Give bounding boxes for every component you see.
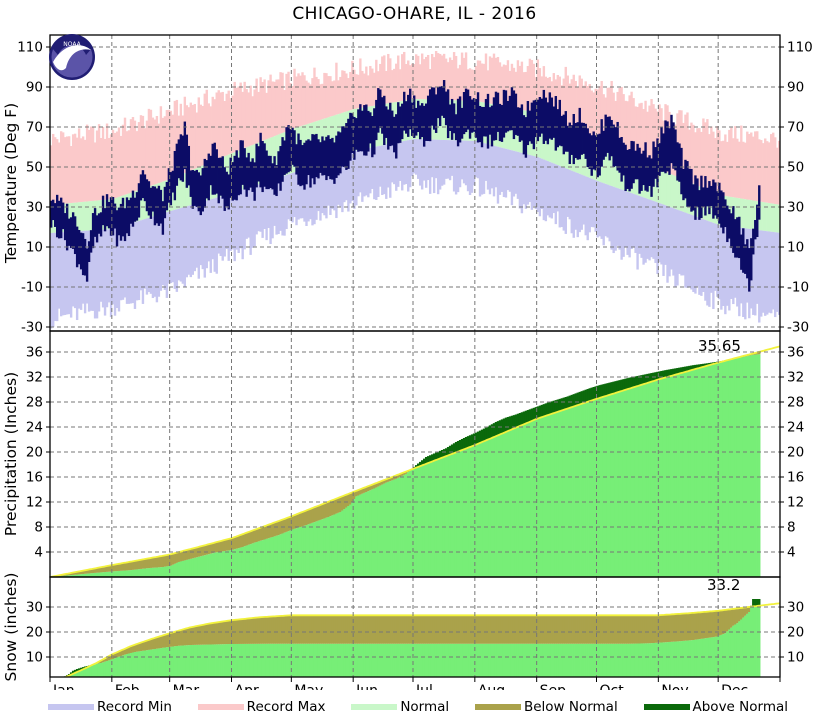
precipitation-ytick-right: 8 bbox=[787, 520, 796, 536]
temperature-ytick-right: 10 bbox=[787, 240, 804, 256]
precipitation-ytick-right: 12 bbox=[787, 495, 804, 511]
month-label-mar: Mar bbox=[173, 683, 200, 690]
precipitation-ytick-right: 20 bbox=[787, 445, 804, 461]
precipitation-panel bbox=[50, 345, 780, 577]
precipitation-ytick-left: 12 bbox=[26, 495, 43, 511]
temperature-ytick-left: 90 bbox=[26, 80, 43, 96]
temperature-ytick-right: 30 bbox=[787, 200, 804, 216]
temperature-ytick-left: -10 bbox=[21, 280, 43, 296]
precipitation-ytick-right: 28 bbox=[787, 395, 804, 411]
legend-item-record_max: Record Max bbox=[197, 699, 326, 715]
temperature-ytick-left: -30 bbox=[21, 320, 43, 336]
precipitation-ytick-left: 4 bbox=[34, 545, 43, 561]
month-label-jun: Jun bbox=[355, 683, 378, 690]
precipitation-ytick-right: 24 bbox=[787, 420, 804, 436]
legend-swatch-below_normal bbox=[474, 704, 521, 710]
snow-axis-title: Snow (inches) bbox=[2, 573, 20, 682]
climate-chart: 110 110 90 90 70 70 50 50 30 30 10 10 -10 -10 -30 -30 Te… bbox=[2, 34, 813, 690]
temperature-ytick-right: 110 bbox=[787, 40, 813, 56]
month-label-aug: Aug bbox=[478, 683, 505, 690]
snow-ytick-right: 30 bbox=[787, 600, 804, 616]
page-title: CHICAGO-OHARE, IL - 2016 bbox=[292, 4, 537, 24]
snow-ytick-left: 20 bbox=[26, 625, 43, 641]
legend-swatch-record_max bbox=[197, 704, 244, 710]
precipitation-ytick-right: 4 bbox=[787, 545, 796, 561]
snow-ytick-right: 10 bbox=[787, 650, 804, 666]
temperature-ytick-left: 10 bbox=[26, 240, 43, 256]
month-label-may: May bbox=[294, 683, 323, 690]
legend-item-record_min: Record Min bbox=[48, 699, 172, 715]
precipitation-normal-line bbox=[50, 345, 780, 577]
precipitation-ytick-right: 36 bbox=[787, 345, 804, 361]
chart-legend: Record Min Record Max Normal Below Normal Ab… bbox=[48, 699, 788, 715]
legend-label: Record Max bbox=[246, 699, 326, 715]
temperature-ytick-right: 50 bbox=[787, 160, 804, 176]
legend-item-normal_band: Normal bbox=[351, 699, 449, 715]
precipitation-ytick-left: 16 bbox=[26, 470, 43, 486]
legend-label: Normal bbox=[400, 699, 450, 715]
legend-item-below_normal: Below Normal bbox=[474, 699, 618, 715]
temperature-ytick-left: 70 bbox=[26, 120, 43, 136]
snow-ytick-left: 30 bbox=[26, 600, 43, 616]
temperature-axis-title: Temperature (Deg F) bbox=[2, 103, 20, 264]
precipitation-ytick-right: 32 bbox=[787, 370, 804, 386]
month-label-dec: Dec bbox=[721, 683, 748, 690]
month-label-oct: Oct bbox=[600, 683, 625, 690]
legend-label: Record Min bbox=[97, 699, 172, 715]
snow-total-annotation: 33.2 bbox=[707, 576, 740, 594]
temperature-ytick-right: 90 bbox=[787, 80, 804, 96]
precipitation-total-annotation: 35.65 bbox=[698, 337, 741, 355]
legend-swatch-record_min bbox=[48, 704, 94, 710]
legend-swatch-normal_band bbox=[351, 704, 398, 710]
snow-panel bbox=[62, 599, 780, 677]
month-label-nov: Nov bbox=[661, 683, 688, 690]
temperature-ytick-left: 110 bbox=[17, 40, 43, 56]
noaa-logo: NOAA bbox=[49, 34, 95, 80]
legend-label: Below Normal bbox=[523, 699, 618, 715]
snow-ytick-right: 20 bbox=[787, 625, 804, 641]
precipitation-axis-title: Precipitation (Inches) bbox=[2, 372, 20, 536]
precipitation-ytick-left: 28 bbox=[26, 395, 43, 411]
legend-swatch-above_normal bbox=[643, 704, 690, 710]
precipitation-ytick-left: 8 bbox=[34, 520, 43, 536]
precipitation-ytick-left: 24 bbox=[26, 420, 43, 436]
precipitation-ytick-left: 36 bbox=[26, 345, 43, 361]
month-label-jan: Jan bbox=[52, 683, 75, 690]
precipitation-ytick-left: 32 bbox=[26, 370, 43, 386]
month-label-sep: Sep bbox=[540, 683, 567, 690]
temperature-ytick-right: -30 bbox=[787, 320, 809, 336]
month-label-feb: Feb bbox=[115, 683, 140, 690]
precipitation-ytick-right: 16 bbox=[787, 470, 804, 486]
legend-label: Above Normal bbox=[692, 699, 789, 715]
temperature-ytick-right: -10 bbox=[787, 280, 809, 296]
precipitation-ytick-left: 20 bbox=[26, 445, 43, 461]
temperature-ytick-left: 30 bbox=[26, 200, 43, 216]
month-label-jul: Jul bbox=[415, 683, 433, 690]
month-label-apr: Apr bbox=[235, 683, 259, 690]
legend-item-above_normal: Above Normal bbox=[643, 699, 789, 715]
noaa-logo-text: NOAA bbox=[63, 41, 81, 48]
snow-ytick-left: 10 bbox=[26, 650, 43, 666]
temperature-ytick-left: 50 bbox=[26, 160, 43, 176]
temperature-ytick-right: 70 bbox=[787, 120, 804, 136]
temperature-panel bbox=[50, 51, 780, 329]
